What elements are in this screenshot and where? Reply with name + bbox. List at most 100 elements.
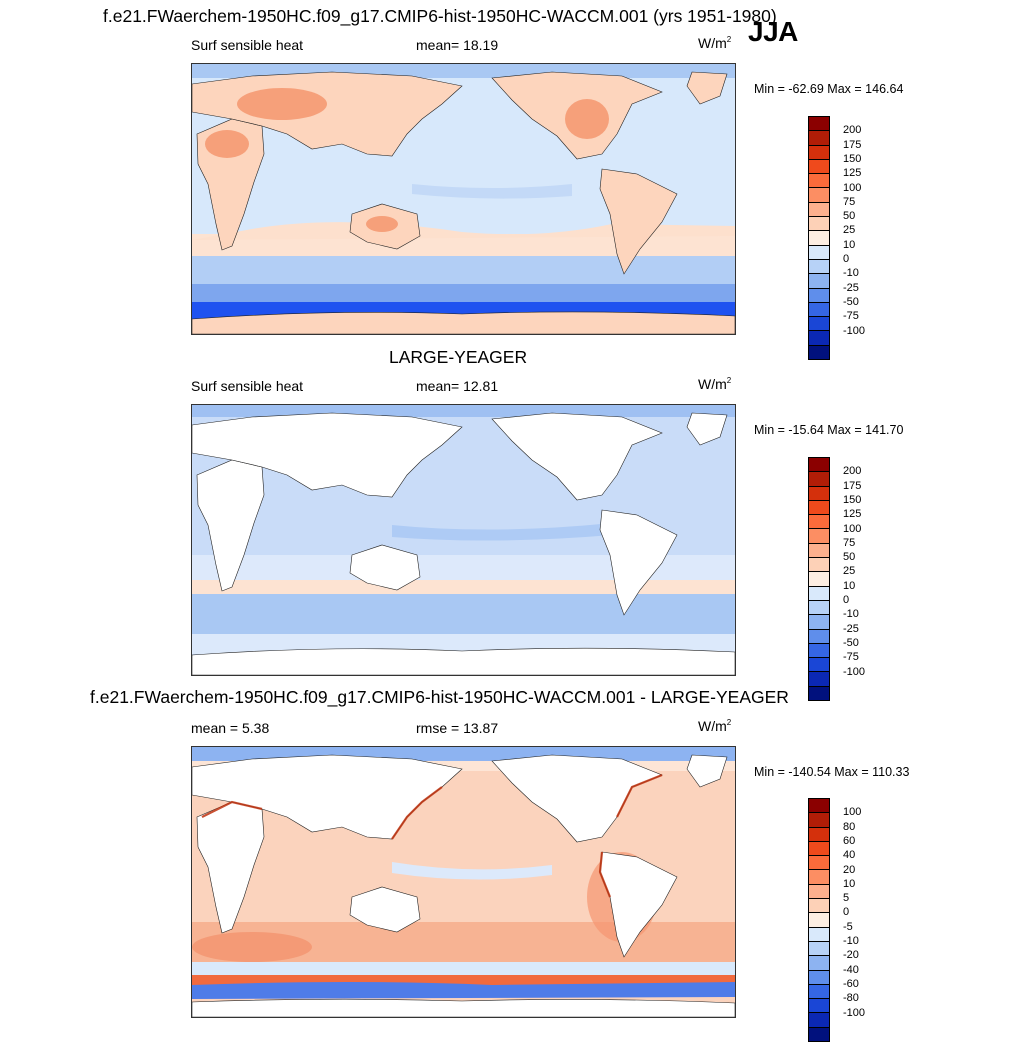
colorbar-tick-label: -25 — [843, 622, 859, 635]
colorbar-swatch — [809, 245, 829, 260]
colorbar-swatch — [809, 884, 829, 900]
panel-1-mean-label: mean= 18.19 — [416, 37, 499, 53]
colorbar-tick-label: -40 — [843, 963, 859, 976]
panel-3-map — [191, 746, 736, 1018]
colorbar-swatch — [809, 188, 829, 203]
colorbar-tick-label: -5 — [843, 920, 853, 933]
panel-2-title: LARGE-YEAGER — [389, 347, 528, 367]
colorbar-tick-label: 200 — [843, 465, 862, 478]
panel-3-title: f.e21.FWaerchem-1950HC.f09_g17.CMIP6-his… — [90, 687, 789, 707]
colorbar-tick-label: -10 — [843, 608, 859, 621]
panel-2-colorbar — [808, 457, 830, 702]
colorbar-tick-label: 50 — [843, 210, 856, 223]
colorbar-tick-label: 75 — [843, 195, 856, 208]
colorbar-swatch — [809, 486, 829, 501]
page-title: f.e21.FWaerchem-1950HC.f09_g17.CMIP6-his… — [103, 6, 777, 26]
colorbar-swatch — [809, 999, 829, 1014]
panel-2-mean-label: mean= 12.81 — [416, 378, 499, 394]
colorbar-swatch — [809, 643, 829, 659]
colorbar-tick-label: 0 — [843, 594, 850, 606]
panel-3-minmax: Min = -140.54 Max = 110.33 — [754, 765, 910, 779]
colorbar-swatch — [809, 131, 829, 146]
colorbar-tick-label: 175 — [843, 138, 862, 151]
panel-1-variable-label: Surf sensible heat — [191, 37, 304, 53]
colorbar-tick-label: 0 — [843, 906, 850, 919]
colorbar-tick-label: -60 — [843, 977, 859, 990]
colorbar-swatch — [809, 615, 829, 630]
colorbar-swatch — [809, 1027, 829, 1042]
colorbar-swatch — [809, 458, 829, 473]
colorbar-tick-label: 0 — [843, 253, 850, 265]
colorbar-swatch — [809, 302, 829, 318]
colorbar-swatch — [809, 274, 829, 289]
colorbar-tick-label: -75 — [843, 310, 859, 323]
colorbar-tick-label: 25 — [843, 565, 856, 578]
colorbar-tick-label: 75 — [843, 536, 856, 549]
colorbar-tick-label: -100 — [843, 324, 866, 337]
panel-1-units: W/m2 — [698, 35, 732, 51]
colorbar-swatch — [809, 331, 829, 346]
panel-3-mean-label: mean = 5.38 — [191, 720, 270, 736]
colorbar-tick-label: 80 — [843, 820, 856, 833]
colorbar-tick-label: 125 — [843, 508, 862, 521]
panel-2-minmax: Min = -15.64 Max = 141.70 — [754, 423, 904, 437]
season-label: JJA — [748, 16, 798, 47]
colorbar-swatch — [809, 600, 829, 616]
colorbar-swatch — [809, 145, 829, 160]
panel-2-variable-label: Surf sensible heat — [191, 378, 304, 394]
colorbar-tick-label: 100 — [843, 181, 862, 194]
colorbar-swatch — [809, 558, 829, 573]
colorbar-tick-label: 50 — [843, 551, 856, 564]
colorbar-swatch — [809, 345, 829, 360]
colorbar-tick-label: -20 — [843, 949, 859, 962]
colorbar-tick-label: 25 — [843, 224, 856, 237]
panel-1-map — [191, 63, 736, 335]
colorbar-tick-label: 20 — [843, 863, 856, 876]
colorbar-swatch — [809, 586, 829, 601]
colorbar-swatch — [809, 813, 829, 828]
colorbar-swatch — [809, 288, 829, 303]
panel-2-map — [191, 404, 736, 676]
colorbar-tick-label: 10 — [843, 877, 856, 890]
colorbar-tick-label: 100 — [843, 806, 862, 819]
colorbar-tick-label: 100 — [843, 522, 862, 535]
colorbar-tick-label: 150 — [843, 152, 862, 165]
colorbar-swatch — [809, 529, 829, 544]
colorbar-swatch — [809, 259, 829, 275]
colorbar-swatch — [809, 658, 829, 673]
panel-3-colorbar — [808, 798, 830, 1042]
colorbar-tick-label: -75 — [843, 651, 859, 664]
colorbar-swatch — [809, 1013, 829, 1028]
colorbar-tick-label: 175 — [843, 479, 862, 492]
colorbar-swatch — [809, 472, 829, 487]
colorbar-swatch — [809, 231, 829, 246]
colorbar-tick-label: -25 — [843, 281, 859, 294]
colorbar-tick-label: 150 — [843, 493, 862, 506]
panel-1-colorbar — [808, 116, 830, 361]
panel-3-rmse-label: rmse = 13.87 — [416, 720, 499, 736]
colorbar-swatch — [809, 941, 829, 957]
colorbar-swatch — [809, 984, 829, 1000]
colorbar-swatch — [809, 856, 829, 871]
panel-3-colorbar-boxes — [808, 798, 830, 1042]
panel-2-colorbar-boxes — [808, 457, 830, 702]
panel-1-colorbar-boxes — [808, 116, 830, 361]
colorbar-swatch — [809, 827, 829, 842]
colorbar-swatch — [809, 672, 829, 687]
colorbar-swatch — [809, 899, 829, 914]
colorbar-swatch — [809, 317, 829, 332]
colorbar-tick-label: 60 — [843, 834, 856, 847]
colorbar-swatch — [809, 799, 829, 814]
colorbar-swatch — [809, 202, 829, 218]
colorbar-swatch — [809, 543, 829, 559]
colorbar-tick-label: 200 — [843, 124, 862, 137]
panel-1-minmax: Min = -62.69 Max = 146.64 — [754, 82, 904, 96]
colorbar-tick-label: -50 — [843, 295, 859, 308]
colorbar-swatch — [809, 572, 829, 587]
colorbar-swatch — [809, 174, 829, 189]
colorbar-swatch — [809, 500, 829, 516]
colorbar-swatch — [809, 117, 829, 132]
colorbar-swatch — [809, 870, 829, 885]
colorbar-swatch — [809, 956, 829, 971]
colorbar-swatch — [809, 927, 829, 942]
